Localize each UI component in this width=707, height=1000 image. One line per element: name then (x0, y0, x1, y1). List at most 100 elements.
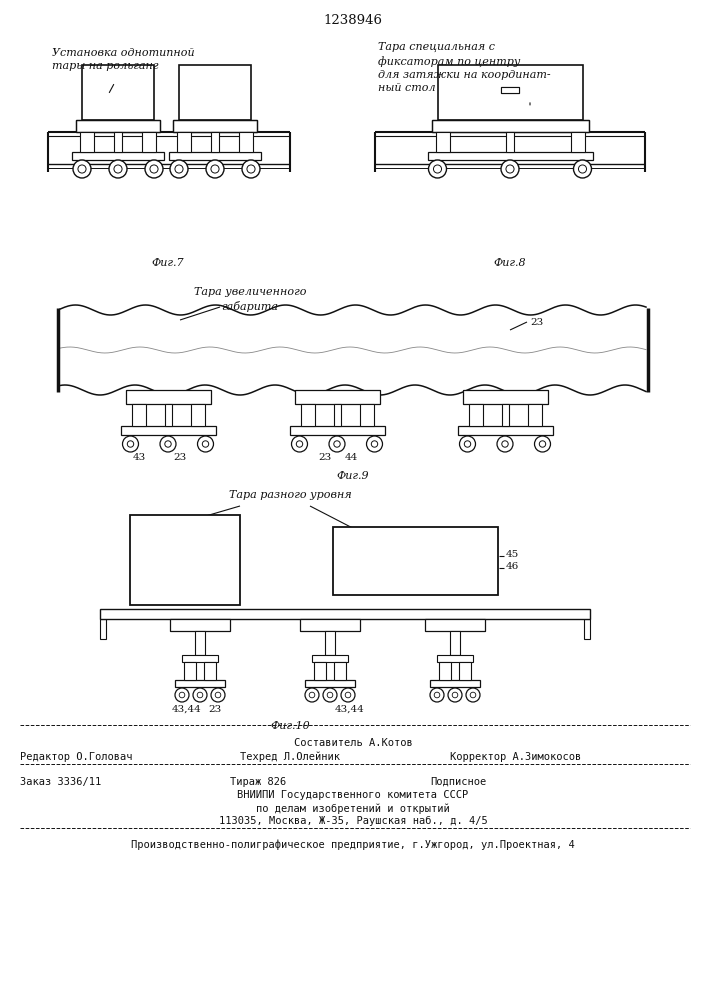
Circle shape (179, 692, 185, 698)
Circle shape (506, 165, 514, 173)
Circle shape (464, 441, 471, 447)
Circle shape (341, 688, 355, 702)
Circle shape (165, 441, 171, 447)
Circle shape (150, 165, 158, 173)
Text: 23: 23 (530, 318, 543, 327)
Circle shape (242, 160, 260, 178)
Bar (425, 619, 485, 631)
Bar (130, 515, 240, 605)
Circle shape (452, 692, 458, 698)
Bar (177, 132, 191, 152)
Bar (359, 404, 373, 426)
Bar (132, 404, 146, 426)
Circle shape (334, 441, 340, 447)
Bar (239, 132, 253, 152)
Bar (439, 662, 451, 680)
Bar (459, 662, 471, 680)
Bar (165, 404, 172, 426)
Bar (437, 655, 473, 662)
Text: 23: 23 (319, 453, 332, 462)
Bar (462, 390, 547, 404)
Circle shape (501, 160, 519, 178)
Bar (428, 152, 592, 160)
Bar (195, 631, 205, 655)
Circle shape (114, 165, 122, 173)
Circle shape (502, 441, 508, 447)
Bar (190, 404, 204, 426)
Text: Установка однотипной
тары на рольганг: Установка однотипной тары на рольганг (52, 48, 194, 71)
Bar (300, 619, 360, 631)
Bar (169, 152, 261, 160)
Text: Фиг.7: Фиг.7 (152, 258, 185, 268)
Circle shape (160, 436, 176, 452)
Bar (457, 426, 552, 435)
Bar (501, 87, 519, 93)
Bar (469, 404, 482, 426)
Circle shape (145, 160, 163, 178)
Circle shape (434, 692, 440, 698)
Circle shape (127, 441, 134, 447)
Text: 46: 46 (506, 562, 519, 571)
Circle shape (345, 692, 351, 698)
Bar (314, 662, 326, 680)
Circle shape (497, 436, 513, 452)
Circle shape (170, 160, 188, 178)
Circle shape (573, 160, 592, 178)
Bar (501, 404, 508, 426)
Text: Тираж 826: Тираж 826 (230, 777, 286, 787)
Bar (76, 120, 160, 132)
Bar (211, 132, 219, 152)
Circle shape (109, 160, 127, 178)
Circle shape (211, 165, 219, 173)
Bar (436, 132, 450, 152)
Circle shape (371, 441, 378, 447)
Bar (584, 619, 590, 639)
Bar (334, 404, 341, 426)
Text: Составитель А.Котов: Составитель А.Котов (293, 738, 412, 748)
Bar (325, 631, 335, 655)
Circle shape (470, 692, 476, 698)
Circle shape (366, 436, 382, 452)
Bar (506, 132, 514, 152)
Bar (184, 662, 196, 680)
Text: 23: 23 (173, 453, 186, 462)
Bar (430, 680, 480, 687)
Text: Техред Л.Олейник: Техред Л.Олейник (240, 752, 340, 762)
Bar (80, 132, 94, 152)
Circle shape (305, 688, 319, 702)
Circle shape (291, 436, 308, 452)
Bar (72, 152, 164, 160)
Circle shape (78, 165, 86, 173)
Text: 23: 23 (208, 705, 221, 714)
Bar (459, 662, 471, 680)
Text: 43,44: 43,44 (172, 705, 201, 714)
Text: 1238946: 1238946 (324, 14, 382, 27)
Circle shape (539, 441, 546, 447)
Circle shape (197, 436, 214, 452)
Bar (334, 404, 341, 426)
Circle shape (73, 160, 91, 178)
Bar (334, 662, 346, 680)
Circle shape (448, 688, 462, 702)
Bar (82, 65, 154, 120)
Bar (184, 662, 196, 680)
Circle shape (215, 692, 221, 698)
Bar (300, 619, 360, 631)
Bar (173, 120, 257, 132)
Bar (431, 120, 588, 132)
Bar (289, 426, 385, 435)
Bar (450, 631, 460, 655)
Bar (359, 404, 373, 426)
Text: Редактор О.Головач: Редактор О.Головач (20, 752, 132, 762)
Bar (179, 65, 251, 120)
Bar (438, 65, 583, 120)
Bar (190, 404, 204, 426)
Text: 43: 43 (133, 453, 146, 462)
Circle shape (329, 436, 345, 452)
Text: Фиг.9: Фиг.9 (337, 471, 369, 481)
Circle shape (211, 688, 225, 702)
Bar (305, 680, 355, 687)
Text: Тара увеличенного
габарита: Тара увеличенного габарита (194, 287, 306, 312)
Bar (126, 390, 211, 404)
Bar (182, 655, 218, 662)
